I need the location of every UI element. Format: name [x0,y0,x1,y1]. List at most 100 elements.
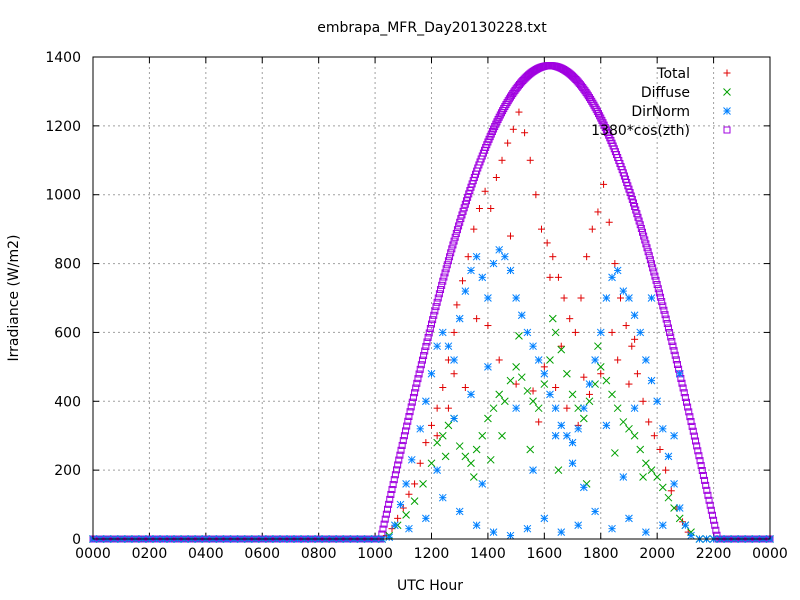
dirnorm-point [472,521,481,530]
x-tick-label: 0000 [752,546,788,562]
diffuse-point [585,397,594,406]
dirnorm-point [523,524,532,533]
clearsky-point [393,466,401,474]
clearsky-point [435,290,443,298]
total-point [453,301,461,309]
diffuse-point [619,418,628,426]
clearsky-point [414,375,422,383]
clearsky-point [642,240,650,248]
total-point [498,156,506,164]
dirnorm-point [433,342,441,351]
dirnorm-point [675,369,684,378]
total-point [444,404,452,412]
dirnorm-point [416,424,425,433]
clearsky-point [649,264,657,272]
dirnorm-point [619,473,628,481]
clearsky-point [658,298,666,306]
x-axis-label: UTC Hour [397,578,463,594]
clearsky-point [493,118,501,126]
total-point [543,239,551,247]
clearsky-point [653,280,661,288]
diffuse-point [495,390,504,399]
clearsky-point [600,121,608,129]
clearsky-point [408,398,416,406]
total-point [450,328,458,336]
clearsky-point [592,105,600,113]
clearsky-point [692,437,700,445]
clearsky-point [451,233,459,241]
total-point [597,370,605,378]
dirnorm-point [478,480,487,488]
clearsky-point [659,302,667,310]
diffuse-point [402,511,410,519]
clearsky-point [441,269,449,277]
clearsky-point [671,351,679,359]
clearsky-point [660,306,668,314]
total-point [481,187,489,195]
dirnorm-point [579,483,588,492]
clearsky-point [388,486,396,494]
total-point [546,273,554,281]
dirnorm-point [579,404,588,413]
total-point [628,342,636,350]
total-point [459,277,467,285]
clearsky-point [681,393,689,401]
diffuse-point [441,452,450,461]
x-tick-label: 0400 [188,546,224,562]
clearsky-point [702,481,710,489]
total-point [566,315,574,323]
total-point [571,328,579,336]
total-point [662,466,670,474]
clearsky-point [425,329,433,337]
dirnorm-point [489,259,498,268]
total-point [631,335,639,343]
clearsky-point [667,333,675,341]
clearsky-point [679,384,687,392]
total-point [563,404,571,412]
dirnorm-point [450,356,458,364]
clearsky-point [662,315,670,323]
total-point [484,322,492,330]
clearsky-point [696,457,704,465]
clearsky-point [411,389,419,397]
clearsky-point [651,272,659,280]
y-tick-label: 600 [54,325,81,341]
clearsky-point [403,422,411,430]
clearsky-point [423,338,431,346]
clearsky-point [446,253,454,261]
total-point [656,445,664,453]
dirnorm-point [405,524,413,533]
total-point [588,225,596,233]
clearsky-point [491,123,499,131]
dirnorm-point [427,369,436,378]
total-point [608,328,616,336]
clearsky-point [397,446,405,454]
diffuse-point [639,473,647,481]
diffuse-point [594,342,602,351]
diffuse-point [625,424,633,433]
dirnorm-point [455,507,464,516]
clearsky-point [686,413,694,421]
clearsky-point [439,277,447,285]
clearsky-point [641,236,649,244]
clearsky-point [672,356,680,364]
clearsky-point [387,490,395,498]
clearsky-point [629,199,637,207]
clearsky-point [380,520,388,528]
dirnorm-point [433,466,441,474]
clearsky-point [437,286,445,294]
dirnorm-point [574,424,583,433]
dirnorm-point [512,294,520,302]
legend-label: DirNorm [631,104,690,120]
dirnorm-point [670,431,678,440]
y-tick-label: 1400 [45,50,81,66]
dirnorm-point [540,514,549,523]
diffuse-point [611,449,619,457]
total-point [394,514,402,522]
total-point [422,439,430,447]
clearsky-point [708,511,716,519]
clearsky-point [673,361,681,369]
clearsky-point [420,352,428,360]
clearsky-point [407,403,415,411]
dirnorm-point [444,342,453,351]
